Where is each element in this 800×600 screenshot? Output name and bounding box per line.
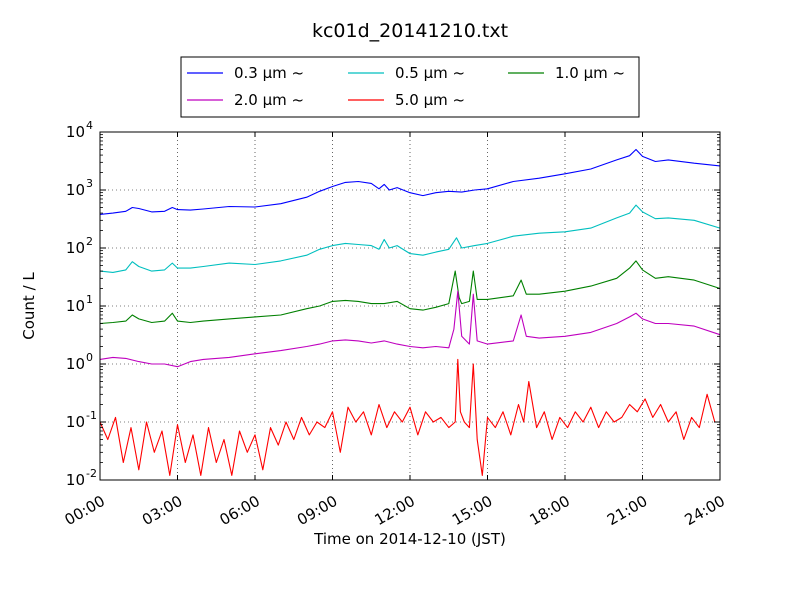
legend-label: 5.0 μm ~ [395, 91, 465, 109]
y-tick-exponent: 4 [86, 119, 93, 132]
legend-label: 0.5 μm ~ [395, 64, 465, 82]
y-tick-exponent: -1 [86, 409, 97, 422]
grid [100, 132, 720, 480]
plot-lines [99, 148, 721, 476]
y-tick-label: 10 [66, 297, 85, 315]
y-tick-exponent: 1 [86, 293, 93, 306]
y-tick-exponent: 0 [86, 351, 93, 364]
legend-label: 0.3 μm ~ [234, 64, 304, 82]
y-tick-exponent: 3 [86, 177, 93, 190]
series-line-2 [99, 260, 721, 325]
y-tick-label: 10 [66, 355, 85, 373]
series-line-4 [99, 358, 720, 476]
chart-title: kc01d_20141210.txt [312, 20, 508, 42]
legend-label: 1.0 μm ~ [555, 64, 625, 82]
series-line-3 [99, 290, 721, 368]
y-tick-label: 10 [66, 471, 85, 489]
y-axis-label: Count / L [20, 272, 38, 340]
y-tick-label: 10 [66, 123, 85, 141]
y-tick-label: 10 [66, 181, 85, 199]
y-tick-label: 10 [66, 413, 85, 431]
legend-frame [180, 56, 640, 118]
legend-label: 2.0 μm ~ [234, 91, 304, 109]
y-tick-exponent: 2 [86, 235, 93, 248]
y-tick-exponent: -2 [86, 467, 97, 480]
legend: 0.3 μm ~ 0.5 μm ~ 1.0 μm ~ 2.0 μm ~ 5.0 μm ~ [180, 56, 640, 118]
x-axis-label: Time on 2014-12-10 (JST) [313, 530, 506, 548]
y-tick-label: 10 [66, 239, 85, 257]
series-line-0 [99, 148, 721, 215]
series-line-1 [99, 204, 721, 273]
